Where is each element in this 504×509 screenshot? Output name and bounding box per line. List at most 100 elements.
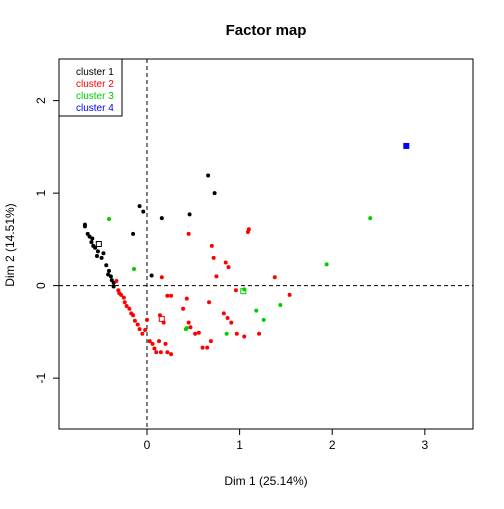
cluster-2-point [163, 341, 168, 346]
cluster-1-centroid [95, 241, 102, 247]
cluster-2-point [169, 293, 174, 298]
cluster-2-point [229, 320, 234, 325]
cluster-2-point [137, 327, 142, 332]
cluster-2-point [272, 275, 277, 280]
cluster-3-point [184, 326, 189, 331]
cluster-2-point [188, 325, 193, 330]
cluster-3-point [224, 331, 229, 336]
cluster-2-point [165, 350, 170, 355]
cluster-3-point [278, 303, 283, 308]
y-tick-label: -1 [34, 372, 48, 383]
cluster-1-point [90, 236, 95, 241]
cluster-2-point [196, 330, 201, 335]
cluster-2-point [184, 296, 189, 301]
cluster-2-point [127, 306, 132, 311]
cluster-1-point [89, 240, 94, 245]
cluster-2-point [150, 341, 155, 346]
y-axis-label: Dim 2 (14.51%) [3, 203, 17, 286]
x-tick-label: 3 [421, 438, 428, 452]
cluster-3-point [368, 216, 373, 221]
cluster-1-point [187, 212, 192, 217]
chart-title: Factor map [226, 22, 307, 39]
cluster-3-point [254, 308, 259, 313]
cluster-2-point [200, 345, 205, 350]
cluster-2-point [158, 350, 163, 355]
cluster-2-point [140, 331, 145, 336]
cluster-1-point [149, 273, 154, 278]
cluster-1-point [159, 216, 164, 221]
cluster-2-point [165, 293, 170, 298]
cluster-2-point [169, 352, 174, 357]
y-tick-label: 1 [34, 189, 48, 196]
cluster-2-point [225, 316, 230, 320]
cluster-2-point [124, 303, 129, 308]
cluster-1-point [107, 268, 112, 273]
x-tick-label: 0 [144, 438, 151, 452]
x-axis-label: Dim 1 (25.14%) [224, 474, 307, 488]
cluster-1-point [111, 284, 116, 289]
y-tick-label: 0 [34, 282, 48, 289]
cluster-1-point [94, 254, 99, 259]
cluster-2-point [186, 320, 191, 325]
cluster-2-point [257, 331, 262, 336]
cluster-2-point [193, 331, 198, 336]
legend-entry-cluster-1: cluster 1 [76, 67, 114, 78]
cluster-2-point [122, 300, 127, 305]
cluster-2-centroid [158, 315, 165, 322]
cluster-2-point [119, 292, 124, 297]
cluster-2-point [131, 313, 136, 318]
cluster-2-point [154, 350, 159, 355]
cluster-3-point [324, 262, 329, 267]
cluster-2-point [135, 322, 140, 327]
cluster-1-point [82, 224, 87, 229]
legend-box [58, 58, 123, 117]
cluster-1-point [101, 251, 106, 256]
cluster-2-point [246, 227, 251, 232]
cluster-2-point [143, 328, 148, 333]
cluster-1-point [99, 255, 104, 260]
cluster-2-point [147, 339, 152, 344]
cluster-2-point [211, 255, 216, 260]
cluster-1-point [104, 263, 109, 268]
reference-lines [59, 59, 473, 429]
x-axis: 0 1 2 3 [144, 428, 428, 452]
cluster-1-point [212, 191, 217, 196]
cluster-2-point [152, 346, 157, 351]
x-tick-label: 1 [236, 438, 243, 452]
cluster-2-point [121, 295, 126, 300]
scatter-points [82, 143, 409, 357]
cluster-2-point [144, 317, 149, 322]
cluster-1-point [137, 204, 142, 209]
cluster-2-point [181, 306, 186, 311]
cluster-2-point [132, 318, 137, 323]
legend-entry-cluster-4: cluster 4 [76, 103, 114, 114]
cluster-2-point [226, 265, 231, 270]
y-axis: -1 0 1 2 [34, 97, 60, 383]
cluster-3-point [132, 266, 137, 271]
cluster-2-point [157, 339, 162, 344]
cluster-3-point [261, 317, 266, 322]
cluster-centroids [95, 142, 410, 322]
y-tick-label: 2 [34, 97, 48, 104]
cluster-1-point [108, 274, 113, 279]
legend-entry-cluster-3: cluster 3 [76, 91, 114, 102]
legend-entry-cluster-2: cluster 2 [76, 79, 114, 90]
cluster-2-point [114, 279, 119, 283]
cluster-2-point [207, 300, 212, 305]
x-tick-label: 2 [329, 438, 336, 452]
cluster-2-point [208, 339, 213, 344]
cluster-2-point [287, 292, 292, 297]
cluster-2-point [209, 243, 214, 248]
cluster-3-centroid [240, 288, 247, 295]
cluster-4-point [403, 143, 409, 149]
cluster-4-centroid [403, 142, 410, 149]
plot-frame [58, 58, 474, 430]
cluster-2-point [186, 231, 191, 236]
cluster-1-point [141, 209, 146, 214]
cluster-2-point [159, 275, 164, 280]
cluster-2-point [234, 331, 239, 336]
cluster-1-point [206, 173, 211, 178]
cluster-2-point [205, 345, 210, 350]
